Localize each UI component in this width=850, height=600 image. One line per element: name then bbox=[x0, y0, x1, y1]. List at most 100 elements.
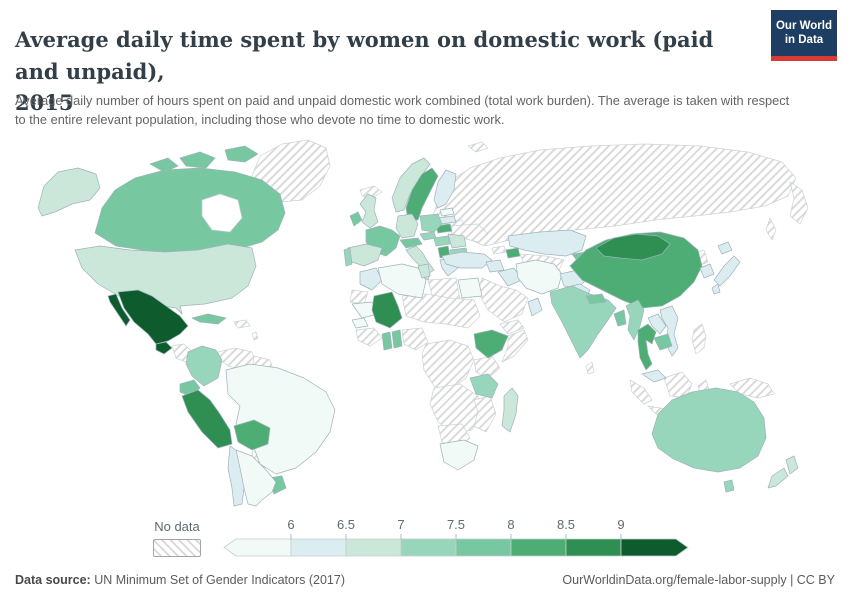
arctic-island-2[interactable] bbox=[224, 145, 259, 163]
world-map-container bbox=[30, 138, 830, 510]
country-laos[interactable] bbox=[647, 313, 667, 335]
region-mozambique-zimbabwe[interactable] bbox=[473, 395, 497, 433]
country-spain[interactable] bbox=[347, 243, 383, 267]
country-chile[interactable] bbox=[227, 445, 245, 507]
region-tasmania[interactable] bbox=[723, 479, 735, 493]
country-sri-lanka[interactable] bbox=[585, 361, 595, 375]
country-united-states[interactable] bbox=[74, 243, 257, 315]
country-tunisia[interactable] bbox=[417, 263, 431, 279]
country-ireland[interactable] bbox=[349, 211, 363, 227]
country-czechia[interactable] bbox=[419, 231, 437, 241]
country-somalia[interactable] bbox=[501, 329, 529, 363]
country-romania[interactable] bbox=[447, 233, 467, 249]
country-morocco[interactable] bbox=[359, 267, 383, 291]
region-nz-north-island[interactable] bbox=[785, 455, 799, 475]
country-georgia[interactable] bbox=[491, 245, 507, 255]
country-azerbaijan[interactable] bbox=[505, 247, 521, 259]
country-mexico[interactable] bbox=[117, 289, 189, 345]
country-peru[interactable] bbox=[181, 389, 233, 449]
region-western-sahara[interactable] bbox=[349, 289, 369, 305]
country-mongolia[interactable] bbox=[595, 233, 671, 261]
country-russia[interactable] bbox=[431, 143, 797, 247]
region-kamchatka[interactable] bbox=[789, 181, 809, 225]
country-madagascar[interactable] bbox=[501, 387, 519, 433]
country-bolivia[interactable] bbox=[233, 419, 271, 451]
region-southern-congo[interactable] bbox=[429, 383, 483, 435]
country-canada[interactable] bbox=[94, 167, 286, 255]
country-egypt[interactable] bbox=[457, 277, 483, 299]
region-caribbean[interactable] bbox=[251, 331, 259, 341]
country-philippines[interactable] bbox=[691, 323, 707, 355]
country-portugal[interactable] bbox=[343, 247, 353, 267]
country-south-africa[interactable] bbox=[439, 439, 479, 471]
region-borneo[interactable] bbox=[663, 371, 693, 399]
country-poland[interactable] bbox=[419, 213, 443, 233]
country-syria[interactable] bbox=[485, 259, 505, 273]
region-west-africa[interactable] bbox=[355, 327, 383, 347]
country-guatemala[interactable] bbox=[155, 341, 173, 355]
country-iceland[interactable] bbox=[359, 185, 383, 199]
country-cuba[interactable] bbox=[191, 313, 227, 325]
country-nepal[interactable] bbox=[585, 293, 607, 305]
country-iran[interactable] bbox=[515, 259, 563, 295]
country-mali[interactable] bbox=[371, 291, 403, 329]
region-benin-togo[interactable] bbox=[391, 329, 403, 349]
country-senegal[interactable] bbox=[351, 317, 369, 329]
country-united-kingdom[interactable] bbox=[359, 193, 379, 229]
country-saudi-arabia[interactable] bbox=[477, 277, 529, 323]
legend-bin-7–7.5[interactable] bbox=[400, 538, 457, 557]
legend-bin-6.5–7[interactable] bbox=[345, 538, 402, 557]
country-germany[interactable] bbox=[395, 213, 419, 239]
country-hungary[interactable] bbox=[433, 235, 451, 247]
arctic-island-3[interactable] bbox=[149, 157, 179, 173]
no-data-swatch[interactable] bbox=[153, 539, 201, 557]
region-central-africa[interactable] bbox=[421, 339, 475, 391]
logo-line2: in Data bbox=[784, 34, 824, 46]
legend-bin-7.5–8[interactable] bbox=[455, 538, 512, 557]
country-austria[interactable] bbox=[399, 237, 423, 249]
country-algeria[interactable] bbox=[377, 263, 427, 299]
country-finland[interactable] bbox=[433, 169, 457, 209]
country-myanmar[interactable] bbox=[625, 299, 645, 341]
arctic-island-1[interactable] bbox=[179, 151, 216, 169]
country-estonia[interactable] bbox=[439, 207, 455, 217]
country-japan[interactable] bbox=[713, 255, 741, 287]
legend-color-scale[interactable]: 6 6.5 7 7.5 8 8.5 9 bbox=[223, 511, 691, 557]
region-alaska[interactable] bbox=[37, 167, 101, 217]
legend-bin-6–6.5[interactable] bbox=[290, 538, 347, 557]
region-hispaniola[interactable] bbox=[233, 319, 251, 329]
region-sakhalin[interactable] bbox=[765, 217, 777, 241]
legend-no-data[interactable]: No data bbox=[153, 519, 201, 557]
country-colombia[interactable] bbox=[185, 345, 223, 387]
region-hokkaido[interactable] bbox=[717, 241, 733, 255]
footer-link[interactable]: OurWorldinData.org/female-labor-supply |… bbox=[562, 573, 835, 587]
country-svalbard[interactable] bbox=[467, 141, 489, 153]
country-australia[interactable] bbox=[651, 387, 767, 473]
country-ukraine[interactable] bbox=[449, 223, 489, 243]
country-oman[interactable] bbox=[527, 297, 543, 317]
legend-bin->9[interactable] bbox=[620, 538, 689, 557]
country-cambodia[interactable] bbox=[653, 333, 673, 351]
region-kyushu[interactable] bbox=[711, 283, 721, 295]
legend-bin-8.5–9[interactable] bbox=[565, 538, 622, 557]
country-norway[interactable] bbox=[391, 157, 431, 213]
legend-bin-8–8.5[interactable] bbox=[510, 538, 567, 557]
country-south-korea[interactable] bbox=[699, 263, 715, 279]
country-ethiopia[interactable] bbox=[473, 329, 509, 359]
country-thailand[interactable] bbox=[637, 323, 657, 371]
region-nz-south-island[interactable] bbox=[767, 467, 789, 489]
country-malaysia[interactable] bbox=[641, 369, 667, 383]
country-yemen[interactable] bbox=[499, 319, 525, 335]
country-ghana[interactable] bbox=[381, 331, 393, 351]
country-greenland[interactable] bbox=[251, 139, 331, 203]
owid-logo[interactable]: Our World in Data bbox=[771, 10, 837, 61]
region-niger-chad-sudan[interactable] bbox=[401, 293, 481, 329]
country-india[interactable] bbox=[549, 285, 617, 359]
country-vietnam[interactable] bbox=[659, 305, 679, 357]
region-sumatra[interactable] bbox=[629, 379, 653, 405]
country-bangladesh[interactable] bbox=[613, 309, 627, 327]
country-tanzania[interactable] bbox=[469, 373, 499, 399]
legend-bin-<6[interactable] bbox=[223, 538, 292, 557]
region-baja[interactable] bbox=[107, 293, 131, 327]
country-nigeria[interactable] bbox=[401, 327, 429, 351]
